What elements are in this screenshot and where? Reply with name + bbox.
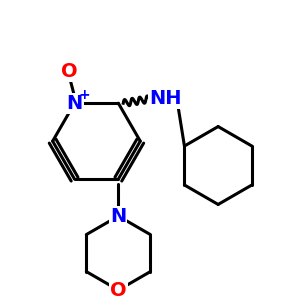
Text: NH: NH	[149, 89, 181, 108]
Text: N: N	[66, 94, 83, 113]
Text: O: O	[110, 280, 127, 300]
Text: +: +	[79, 88, 90, 102]
Text: O: O	[61, 61, 78, 81]
Text: N: N	[110, 207, 127, 226]
